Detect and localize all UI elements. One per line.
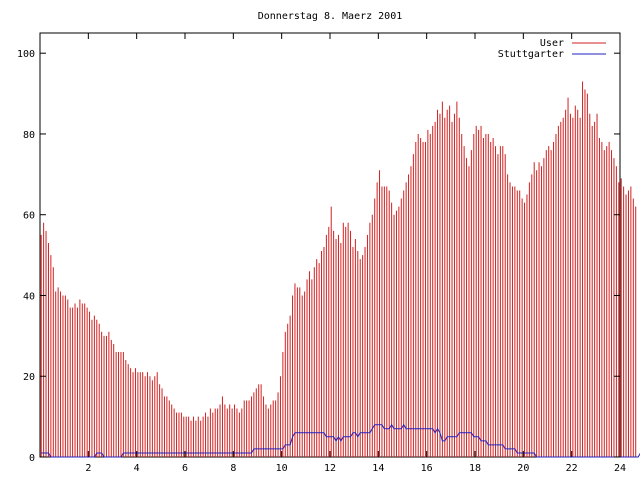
x-tick-label: 4: [134, 463, 140, 474]
x-tick-label: 24: [614, 463, 626, 474]
x-tick-label: 20: [517, 463, 529, 474]
x-tick-label: 18: [469, 463, 481, 474]
stuttgarter-line-group: [41, 423, 640, 458]
y-tick-label: 100: [17, 49, 35, 60]
user-bars: [40, 81, 637, 457]
x-axis: 2 4 6 8 10 12 14 16 18 20 22 24: [85, 33, 626, 474]
x-tick-label: 6: [182, 463, 188, 474]
plot-frame: [39, 32, 621, 458]
stuttgarter-line: [41, 423, 640, 458]
x-tick-label: 16: [421, 463, 433, 474]
y-tick-label: 20: [23, 372, 35, 383]
y-axis: 0 20 40 60 80 100: [17, 49, 620, 464]
y-tick-label: 0: [29, 453, 35, 464]
y-tick-label: 60: [23, 211, 35, 222]
x-tick-label: 12: [324, 463, 336, 474]
chart-title: Donnerstag 8. Maerz 2001: [258, 11, 403, 22]
y-tick-label: 40: [23, 291, 35, 302]
x-tick-label: 2: [85, 463, 91, 474]
x-tick-label: 22: [566, 463, 578, 474]
legend: User Stuttgarter: [498, 38, 606, 60]
x-tick-label: 14: [372, 463, 384, 474]
y-tick-label: 80: [23, 130, 35, 141]
legend-label-user: User: [540, 38, 564, 49]
legend-label-stuttgarter: Stuttgarter: [498, 49, 564, 60]
x-tick-label: 8: [230, 463, 236, 474]
x-tick-label: 10: [276, 463, 288, 474]
